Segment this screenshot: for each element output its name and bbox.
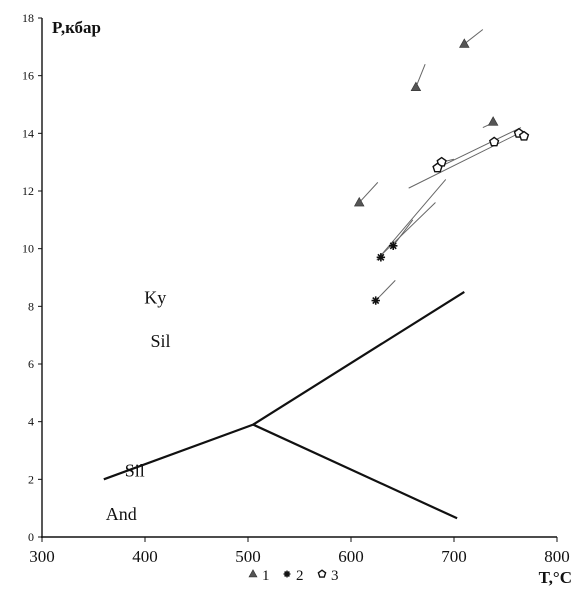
y-tick-label: 18 <box>22 11 34 25</box>
trend-segment <box>437 127 522 169</box>
legend-label-2: 2 <box>296 568 304 584</box>
trend-segment <box>381 202 436 255</box>
y-tick-label: 6 <box>28 357 34 371</box>
phase-boundary-line <box>103 423 254 481</box>
trend-segment <box>463 29 484 45</box>
data-point-series-1 <box>459 38 470 48</box>
trend-segment <box>415 63 426 88</box>
asterisk-core <box>391 244 395 248</box>
trend-segment <box>408 132 520 189</box>
y-tick-label: 4 <box>28 415 34 429</box>
x-tick-label: 700 <box>441 547 467 566</box>
legend-marker-1 <box>248 569 258 578</box>
asterisk-core <box>374 298 378 303</box>
data-point-series-3 <box>488 136 500 147</box>
field-label: Sil <box>150 331 170 351</box>
y-tick-label: 2 <box>28 472 34 486</box>
x-tick-label: 600 <box>338 547 364 566</box>
y-tick-label: 12 <box>22 184 34 198</box>
trend-segment <box>358 182 379 203</box>
legend-marker-3 <box>317 569 327 578</box>
data-point-series-1 <box>353 196 365 207</box>
phase-boundary-line <box>252 423 458 520</box>
y-tick-label: 10 <box>22 242 34 256</box>
x-tick-label: 800 <box>544 547 570 566</box>
x-axis-title: T,°C <box>539 568 572 586</box>
trend-segment <box>376 179 447 261</box>
x-tick-label: 300 <box>29 547 55 566</box>
data-point-series-3 <box>432 162 443 173</box>
asterisk-core <box>379 255 383 259</box>
trend-segment <box>375 280 396 301</box>
legend-marker-2 <box>283 570 291 578</box>
y-axis-title: P,кбар <box>52 18 101 37</box>
x-tick-label: 400 <box>132 547 158 566</box>
x-tick-label: 500 <box>235 547 261 566</box>
y-tick-label: 14 <box>22 126 34 140</box>
field-label: Sil <box>125 461 145 481</box>
field-label: Ky <box>144 288 166 308</box>
data-point-series-1 <box>410 81 422 91</box>
data-point-series-2 <box>371 296 380 305</box>
data-point-series-2 <box>376 253 386 262</box>
data-point-series-1 <box>487 116 499 126</box>
y-tick-label: 16 <box>22 69 34 83</box>
y-tick-label: 0 <box>28 530 34 544</box>
field-label: And <box>106 504 137 524</box>
data-point-series-3 <box>518 130 530 141</box>
legend-label-3: 3 <box>331 568 339 584</box>
phase-boundary-line <box>252 290 465 426</box>
data-point-series-2 <box>389 241 398 250</box>
y-tick-label: 8 <box>28 299 34 313</box>
trend-segment <box>392 219 414 247</box>
legend-label-1: 1 <box>262 568 270 584</box>
asterisk-core <box>285 572 289 576</box>
